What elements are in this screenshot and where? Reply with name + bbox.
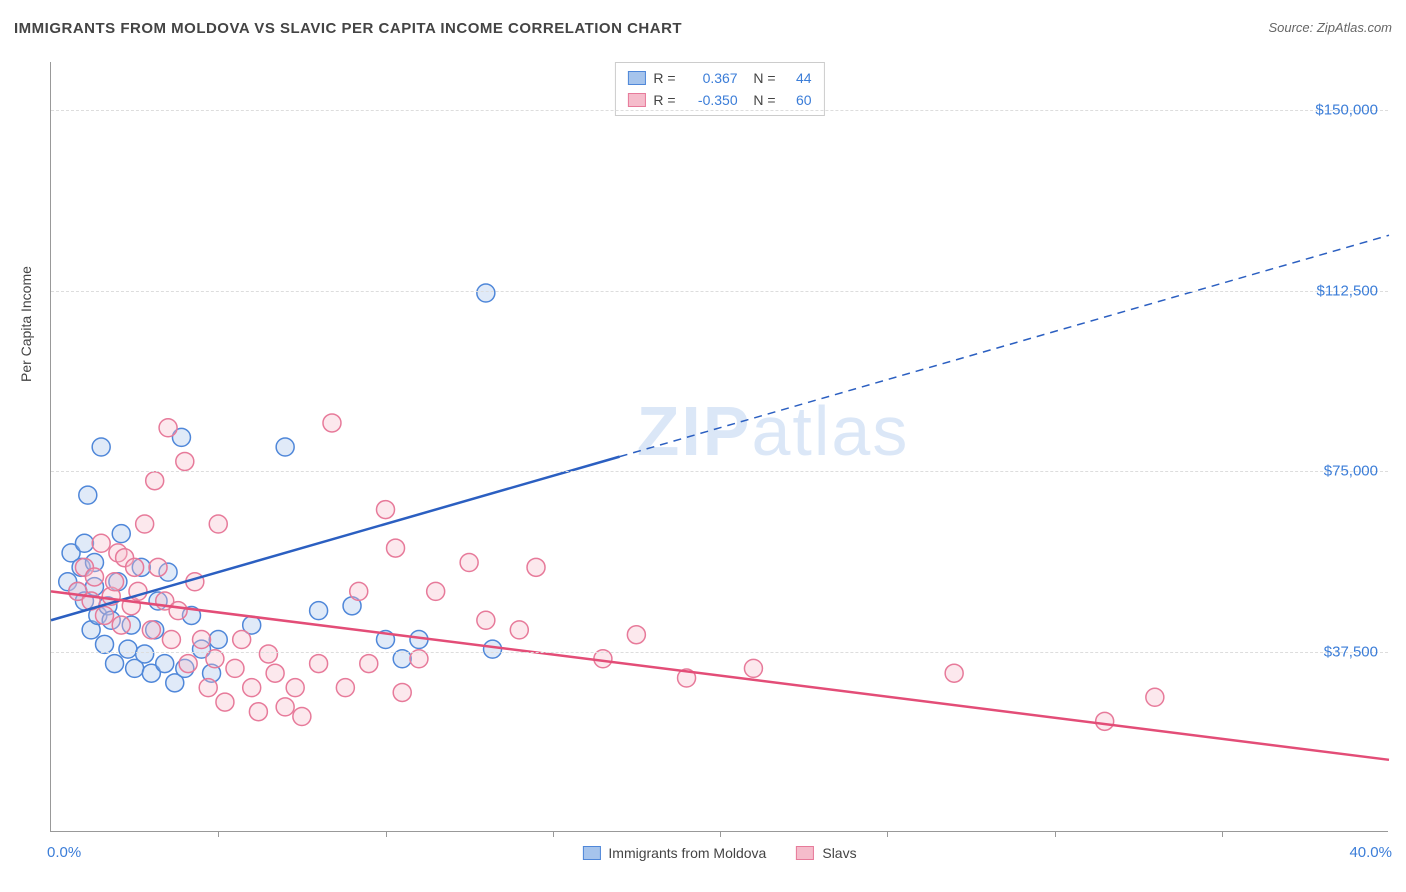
data-point <box>233 631 251 649</box>
data-point <box>193 631 211 649</box>
data-point <box>1146 688 1164 706</box>
y-axis-title: Per Capita Income <box>18 266 34 382</box>
data-point <box>336 679 354 697</box>
legend-label-moldova: Immigrants from Moldova <box>608 845 766 861</box>
data-point <box>377 501 395 519</box>
gridline <box>51 652 1388 653</box>
data-point <box>387 539 405 557</box>
data-point <box>179 655 197 673</box>
x-max-label: 40.0% <box>1349 844 1392 861</box>
data-point <box>266 664 284 682</box>
y-tick-label: $37,500 <box>1324 643 1378 660</box>
data-point <box>85 568 103 586</box>
data-point <box>112 616 130 634</box>
data-point <box>243 679 261 697</box>
data-point <box>276 698 294 716</box>
data-point <box>216 693 234 711</box>
title-bar: IMMIGRANTS FROM MOLDOVA VS SLAVIC PER CA… <box>14 20 1392 46</box>
trend-line <box>51 591 1389 759</box>
data-point <box>477 284 495 302</box>
data-point <box>226 659 244 677</box>
data-point <box>323 414 341 432</box>
x-tick <box>218 831 219 837</box>
data-point <box>79 486 97 504</box>
y-tick-label: $75,000 <box>1324 463 1378 480</box>
data-point <box>159 419 177 437</box>
data-point <box>75 534 93 552</box>
data-point <box>136 515 154 533</box>
data-point <box>310 602 328 620</box>
plot-svg <box>51 62 1388 831</box>
data-point <box>112 525 130 543</box>
data-point <box>92 534 110 552</box>
swatch-moldova-icon <box>582 846 600 860</box>
data-point <box>209 631 227 649</box>
chart-title: IMMIGRANTS FROM MOLDOVA VS SLAVIC PER CA… <box>14 20 682 37</box>
data-point <box>146 472 164 490</box>
swatch-slavs-icon <box>796 846 814 860</box>
data-point <box>156 655 174 673</box>
legend-series: Immigrants from Moldova Slavs <box>582 845 856 861</box>
data-point <box>259 645 277 663</box>
data-point <box>1096 712 1114 730</box>
y-tick-label: $112,500 <box>1317 282 1378 299</box>
data-point <box>360 655 378 673</box>
data-point <box>249 703 267 721</box>
data-point <box>627 626 645 644</box>
data-point <box>945 664 963 682</box>
data-point <box>293 708 311 726</box>
x-tick <box>720 831 721 837</box>
data-point <box>310 655 328 673</box>
data-point <box>427 582 445 600</box>
data-point <box>199 679 217 697</box>
gridline <box>51 110 1388 111</box>
data-point <box>92 438 110 456</box>
x-tick <box>386 831 387 837</box>
data-point <box>510 621 528 639</box>
data-point <box>119 640 137 658</box>
source-label: Source: ZipAtlas.com <box>1268 20 1392 35</box>
data-point <box>286 679 304 697</box>
data-point <box>276 438 294 456</box>
x-tick <box>1055 831 1056 837</box>
data-point <box>393 683 411 701</box>
y-tick-label: $150,000 <box>1315 102 1378 119</box>
x-min-label: 0.0% <box>47 844 81 861</box>
legend-label-slavs: Slavs <box>822 845 856 861</box>
data-point <box>460 554 478 572</box>
data-point <box>209 515 227 533</box>
x-tick <box>553 831 554 837</box>
data-point <box>527 558 545 576</box>
data-point <box>169 602 187 620</box>
data-point <box>477 611 495 629</box>
data-point <box>136 645 154 663</box>
trend-line <box>51 457 620 621</box>
data-point <box>106 573 124 591</box>
data-point <box>176 452 194 470</box>
legend-item-slavs: Slavs <box>796 845 856 861</box>
data-point <box>484 640 502 658</box>
legend-item-moldova: Immigrants from Moldova <box>582 845 766 861</box>
x-tick <box>887 831 888 837</box>
data-point <box>162 631 180 649</box>
trend-line-dashed <box>620 235 1389 456</box>
data-point <box>126 558 144 576</box>
gridline <box>51 471 1388 472</box>
data-point <box>142 621 160 639</box>
plot-area: ZIPatlas R =0.367 N =44 R =-0.350 N =60 … <box>50 62 1388 832</box>
data-point <box>96 606 114 624</box>
data-point <box>350 582 368 600</box>
x-tick <box>1222 831 1223 837</box>
data-point <box>106 655 124 673</box>
data-point <box>744 659 762 677</box>
gridline <box>51 291 1388 292</box>
data-point <box>149 558 167 576</box>
